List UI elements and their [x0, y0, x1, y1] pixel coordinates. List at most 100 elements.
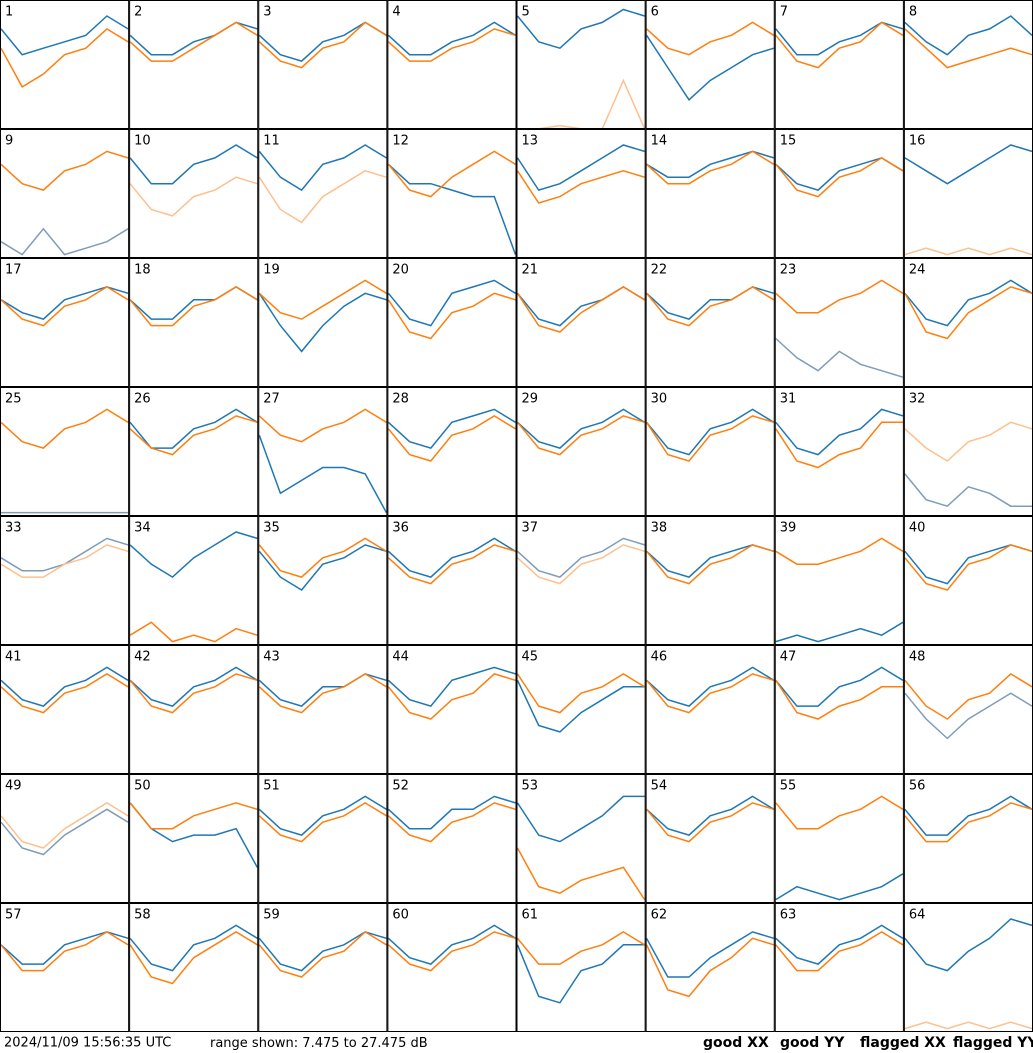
panel-label: 2 — [134, 5, 142, 20]
yy-trace — [129, 176, 258, 217]
panel-label: 18 — [134, 263, 151, 278]
panel-frame — [0, 645, 130, 774]
panel-frame — [645, 903, 775, 1032]
xx-trace — [775, 157, 904, 191]
xx-trace — [904, 144, 1033, 185]
yy-trace — [645, 937, 775, 998]
yy-trace — [0, 286, 129, 327]
panel-label: 14 — [651, 134, 668, 149]
xx-trace — [387, 537, 516, 578]
yy-trace — [516, 286, 645, 333]
xx-trace — [775, 408, 904, 456]
xx-trace — [0, 931, 129, 965]
panel-frame — [258, 0, 388, 129]
yy-trace — [258, 169, 387, 224]
panel-label: 7 — [780, 5, 788, 20]
xx-trace — [516, 679, 645, 733]
panel-frame — [387, 903, 517, 1032]
panel-label: 44 — [392, 650, 409, 665]
panel-frame — [258, 129, 388, 258]
yy-trace — [0, 544, 129, 578]
yy-trace — [516, 847, 646, 901]
yy-trace — [258, 673, 387, 714]
xx-trace — [0, 537, 129, 572]
panel-frame — [645, 774, 775, 903]
range-min: 7.475 — [302, 1036, 339, 1051]
panel-label: 9 — [5, 134, 13, 149]
panel-frame — [0, 516, 130, 645]
xx-trace — [516, 537, 645, 578]
panel-label: 1 — [5, 5, 13, 20]
yy-trace — [775, 21, 904, 69]
yy-trace — [516, 544, 645, 585]
xx-trace — [904, 279, 1033, 327]
yy-trace — [387, 415, 516, 462]
xx-trace — [129, 802, 258, 868]
yy-trace — [904, 1021, 1033, 1030]
panel-frame — [129, 774, 259, 903]
xx-trace — [775, 924, 904, 965]
xx-trace — [258, 144, 387, 192]
xx-trace — [516, 144, 645, 191]
panel-frame — [387, 774, 517, 903]
xx-trace — [646, 666, 775, 707]
panel-frame — [516, 645, 646, 774]
panel-frame — [903, 645, 1033, 774]
panel-label: 27 — [263, 392, 280, 407]
legend-entry: flagged XX — [860, 1035, 946, 1051]
xx-trace — [387, 408, 516, 449]
xx-trace — [129, 924, 258, 972]
panel-label: 40 — [909, 521, 926, 536]
xx-trace — [516, 8, 645, 50]
yy-trace — [129, 673, 258, 714]
panel-frame — [645, 645, 775, 774]
panel-frame — [387, 258, 517, 387]
yy-trace — [646, 21, 775, 56]
xx-trace — [775, 666, 904, 707]
panel-frame — [645, 258, 775, 387]
yy-trace — [387, 292, 516, 340]
xx-trace — [258, 21, 387, 62]
panel-label: 60 — [392, 908, 409, 923]
panel-frame — [258, 774, 388, 903]
panel-label: 28 — [392, 392, 409, 407]
panel-label: 41 — [5, 650, 22, 665]
range-max: 27.475 — [361, 1036, 407, 1051]
yy-trace — [0, 931, 129, 972]
panel-label: 4 — [392, 5, 400, 20]
xx-trace — [258, 434, 388, 513]
panel-label: 20 — [392, 263, 409, 278]
yy-trace — [775, 279, 904, 314]
yy-trace — [775, 679, 903, 720]
panel-label: 39 — [780, 521, 797, 536]
panel-label: 59 — [263, 908, 280, 923]
xx-trace — [0, 15, 129, 56]
yy-trace — [775, 931, 904, 972]
xx-trace — [387, 795, 516, 830]
xx-trace — [904, 473, 1032, 508]
xx-trace — [0, 286, 129, 320]
xx-trace — [904, 795, 1033, 836]
panel-label: 52 — [392, 779, 409, 794]
legend-entry: good YY — [780, 1035, 845, 1051]
yy-trace — [258, 802, 387, 843]
xx-trace — [646, 150, 775, 178]
panel-label: 11 — [263, 134, 280, 149]
panel-frame — [645, 0, 775, 129]
panel-frame — [774, 129, 904, 258]
xx-trace — [516, 286, 645, 327]
panel-frame — [903, 0, 1033, 129]
xx-trace — [516, 795, 645, 843]
yy-trace — [387, 673, 516, 720]
panel-frame — [129, 516, 259, 645]
yy-trace — [387, 802, 516, 843]
panel-label: 56 — [909, 779, 926, 794]
timestamp: 2024/11/09 15:56:35 UTC — [4, 1036, 171, 1051]
yy-trace — [904, 672, 1033, 720]
yy-trace — [0, 27, 129, 88]
xx-trace — [775, 873, 904, 901]
panel-frame — [516, 774, 646, 903]
xx-trace — [646, 286, 775, 320]
xx-trace — [258, 795, 387, 836]
